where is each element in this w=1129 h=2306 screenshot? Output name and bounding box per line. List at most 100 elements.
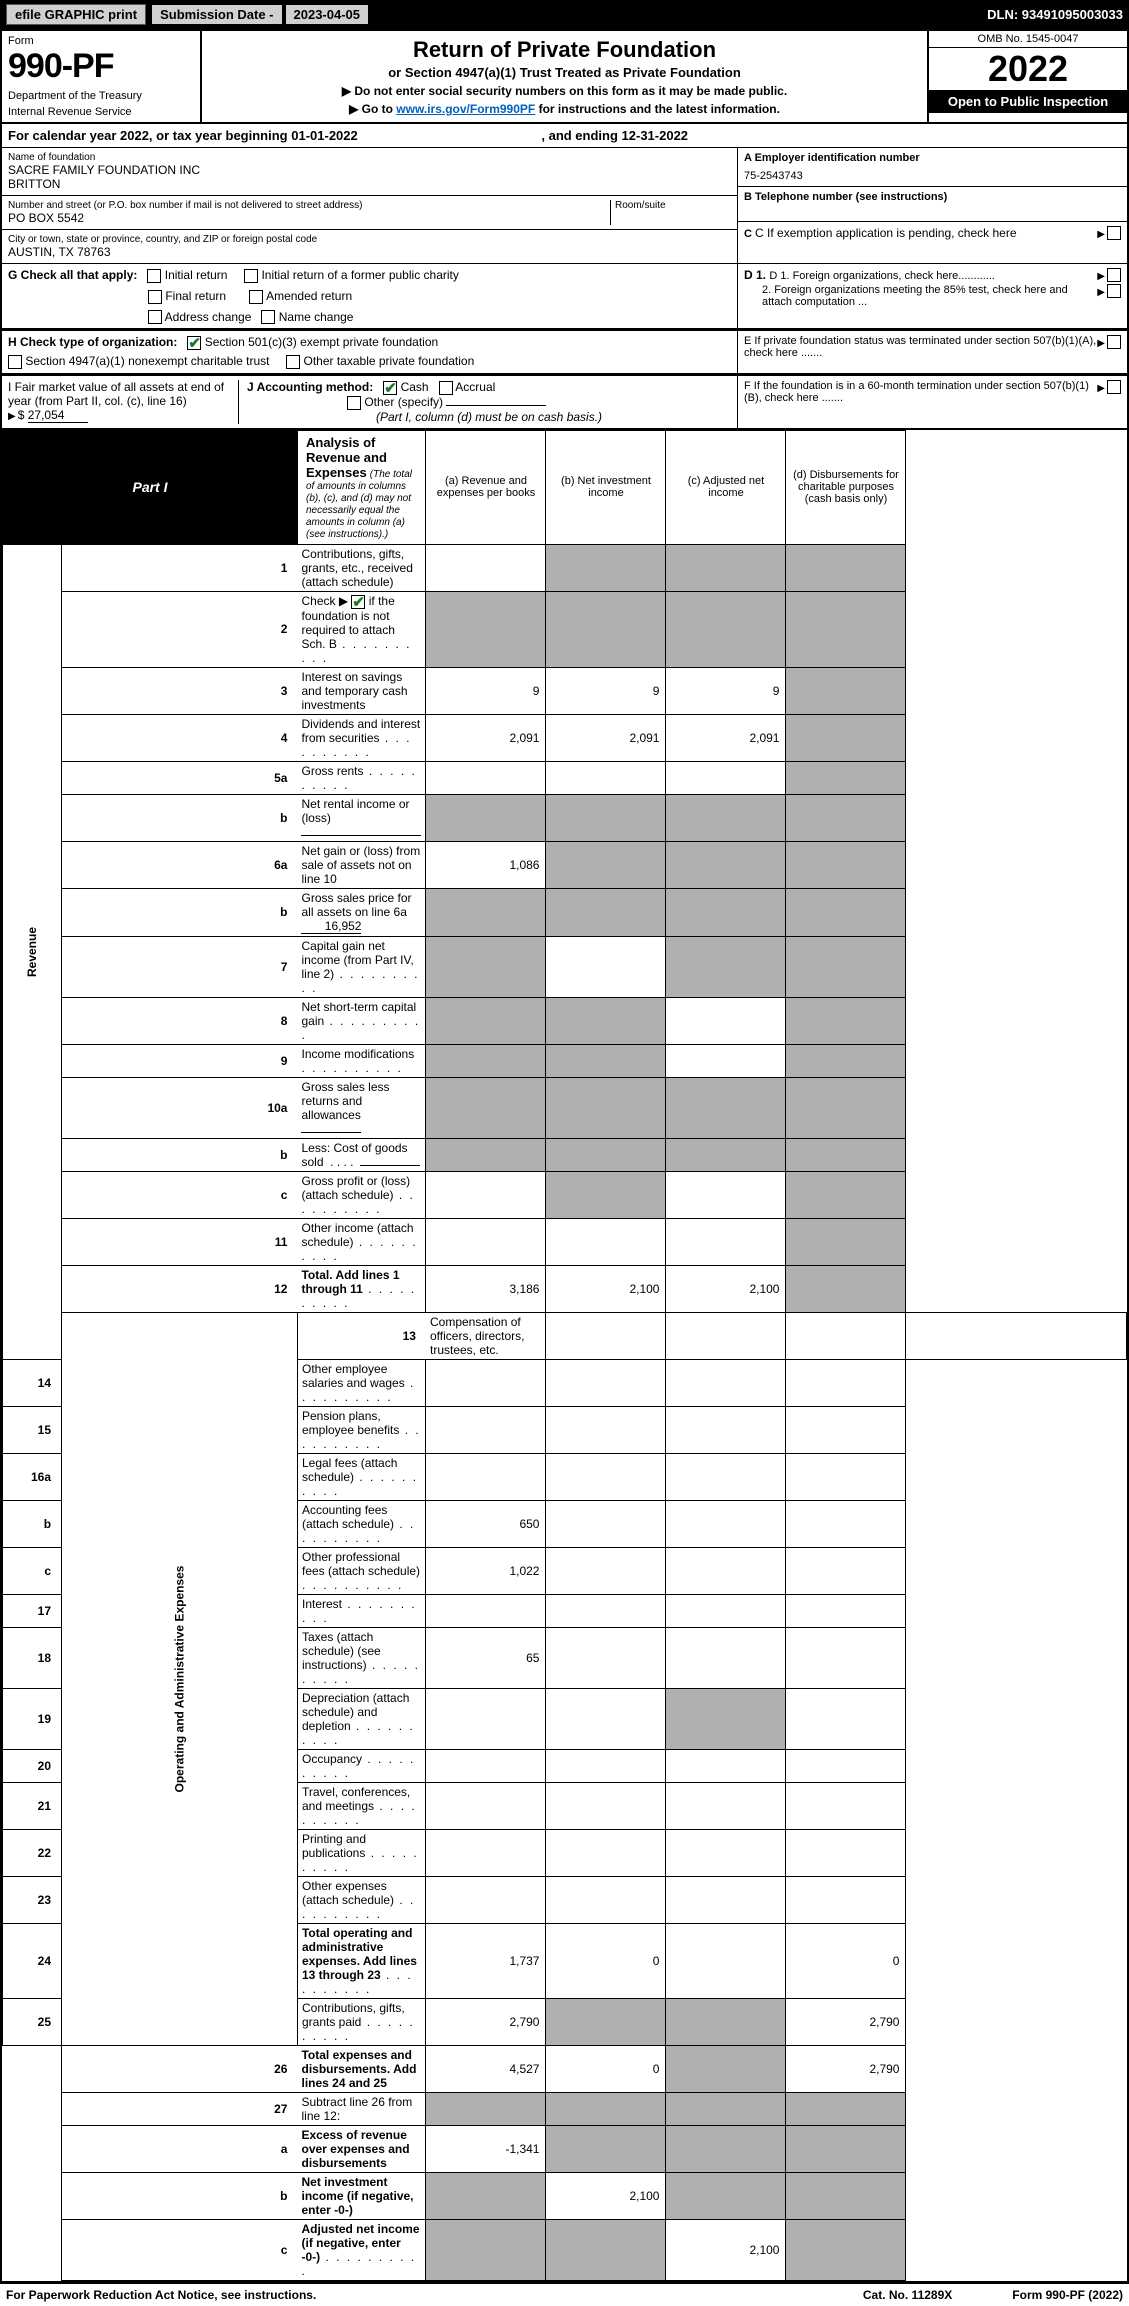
4947-chk[interactable] bbox=[8, 355, 22, 369]
ssn-note: ▶ Do not enter social security numbers o… bbox=[212, 84, 917, 98]
ein-value: 75-2543743 bbox=[744, 170, 1121, 182]
col-d-header: (d) Disbursements for charitable purpose… bbox=[786, 430, 906, 544]
foundation-name: SACRE FAMILY FOUNDATION INC bbox=[8, 163, 731, 177]
identity-row: Name of foundation SACRE FAMILY FOUNDATI… bbox=[2, 148, 1127, 264]
line-4: Dividends and interest from securities bbox=[297, 714, 426, 761]
line-7: Capital gain net income (from Part IV, l… bbox=[297, 936, 426, 997]
line-23: Other expenses (attach schedule) bbox=[297, 1876, 426, 1923]
line-19: Depreciation (attach schedule) and deple… bbox=[297, 1688, 426, 1749]
line-27a: Excess of revenue over expenses and disb… bbox=[297, 2125, 426, 2172]
address-change-chk[interactable] bbox=[148, 310, 162, 324]
form-label: Form bbox=[8, 35, 194, 47]
open-inspection: Open to Public Inspection bbox=[929, 90, 1127, 113]
irs-label: Internal Revenue Service bbox=[8, 106, 194, 118]
line-27b: Net investment income (if negative, ente… bbox=[297, 2172, 426, 2219]
j-section: J Accounting method: Cash Accrual Other … bbox=[238, 380, 731, 424]
tax-year: 2022 bbox=[929, 48, 1127, 90]
cat-number: Cat. No. 11289X bbox=[863, 2288, 952, 2302]
line-6a: Net gain or (loss) from sale of assets n… bbox=[297, 841, 426, 888]
line-8: Net short-term capital gain bbox=[297, 997, 426, 1044]
line-2: Check ▶ if the foundation is not require… bbox=[297, 591, 426, 667]
revenue-sidelabel: Revenue bbox=[3, 544, 62, 1359]
header-right: OMB No. 1545-0047 2022 Open to Public In… bbox=[927, 31, 1127, 122]
checks-row: G Check all that apply: Initial return I… bbox=[2, 264, 1127, 331]
part1-table: Part I Analysis of Revenue and Expenses … bbox=[2, 430, 1127, 2281]
name-change-chk[interactable] bbox=[261, 310, 275, 324]
initial-return-chk[interactable] bbox=[147, 269, 161, 283]
fmv-value: 27,054 bbox=[28, 408, 88, 423]
terminated-chk[interactable] bbox=[1107, 335, 1121, 349]
line-21: Travel, conferences, and meetings bbox=[297, 1782, 426, 1829]
d-section: D 1. D 1. Foreign organizations, check h… bbox=[737, 264, 1127, 329]
form990pf-link[interactable]: www.irs.gov/Form990PF bbox=[396, 102, 535, 116]
h-section: H Check type of organization: Section 50… bbox=[2, 331, 737, 374]
ein-cell: A Employer identification number 75-2543… bbox=[738, 148, 1127, 187]
form-number: 990-PF bbox=[8, 47, 194, 86]
exemption-pending-cell: C C If exemption application is pending,… bbox=[738, 222, 1127, 244]
form-footer-label: Form 990-PF (2022) bbox=[1012, 2288, 1123, 2302]
line-27c: Adjusted net income (if negative, enter … bbox=[297, 2219, 426, 2280]
phone-cell: B Telephone number (see instructions) bbox=[738, 187, 1127, 222]
foreign-org-chk[interactable] bbox=[1107, 268, 1121, 282]
street-address: PO BOX 5542 bbox=[8, 211, 606, 225]
line-22: Printing and publications bbox=[297, 1829, 426, 1876]
501c3-chk[interactable] bbox=[187, 336, 201, 350]
calendar-year-row: For calendar year 2022, or tax year begi… bbox=[2, 124, 1127, 148]
year-begin: 01-01-2022 bbox=[291, 128, 358, 143]
line-20: Occupancy bbox=[297, 1749, 426, 1782]
dept-treasury: Department of the Treasury bbox=[8, 90, 194, 102]
omb-number: OMB No. 1545-0047 bbox=[929, 31, 1127, 48]
room-suite-label: Room/suite bbox=[615, 200, 731, 211]
line-25: Contributions, gifts, grants paid bbox=[297, 1998, 426, 2045]
line-5b: Net rental income or (loss) bbox=[297, 794, 426, 841]
other-taxable-chk[interactable] bbox=[286, 355, 300, 369]
line-24: Total operating and administrative expen… bbox=[297, 1923, 426, 1998]
line-6b: Gross sales price for all assets on line… bbox=[297, 888, 426, 936]
line-10b: Less: Cost of goods sold . . . . bbox=[297, 1138, 426, 1171]
fmv-label: I Fair market value of all assets at end… bbox=[8, 380, 224, 408]
year-end: 12-31-2022 bbox=[622, 128, 689, 143]
col-a-header: (a) Revenue and expenses per books bbox=[426, 430, 546, 544]
part1-tab: Part I bbox=[3, 473, 297, 501]
cash-basis-note: (Part I, column (d) must be on cash basi… bbox=[247, 410, 731, 424]
h-row: H Check type of organization: Section 50… bbox=[2, 331, 1127, 376]
expenses-sidelabel: Operating and Administrative Expenses bbox=[62, 1312, 298, 2045]
form-title: Return of Private Foundation bbox=[212, 37, 917, 63]
amended-return-chk[interactable] bbox=[249, 290, 263, 304]
form-subtitle: or Section 4947(a)(1) Trust Treated as P… bbox=[212, 65, 917, 80]
ij-row: I Fair market value of all assets at end… bbox=[2, 376, 1127, 430]
submission-date-label: Submission Date - bbox=[152, 5, 281, 24]
schb-chk[interactable] bbox=[351, 595, 365, 609]
line-17: Interest bbox=[297, 1594, 426, 1627]
line-12: Total. Add lines 1 through 11 bbox=[297, 1265, 426, 1312]
exemption-checkbox[interactable] bbox=[1107, 226, 1121, 240]
col-b-header: (b) Net investment income bbox=[546, 430, 666, 544]
line-1: Contributions, gifts, grants, etc., rece… bbox=[297, 544, 426, 591]
60month-chk[interactable] bbox=[1107, 380, 1121, 394]
col-c-header: (c) Adjusted net income bbox=[666, 430, 786, 544]
final-return-chk[interactable] bbox=[148, 290, 162, 304]
foreign-85-chk[interactable] bbox=[1107, 284, 1121, 298]
dln-value: DLN: 93491095003033 bbox=[987, 7, 1123, 22]
line-16a: Legal fees (attach schedule) bbox=[297, 1453, 426, 1500]
city-state-zip: AUSTIN, TX 78763 bbox=[8, 245, 731, 259]
line-11: Other income (attach schedule) bbox=[297, 1218, 426, 1265]
line-15: Pension plans, employee benefits bbox=[297, 1406, 426, 1453]
cash-chk[interactable] bbox=[383, 381, 397, 395]
goto-note: ▶ Go to www.irs.gov/Form990PF for instru… bbox=[212, 102, 917, 116]
e-section: E If private foundation status was termi… bbox=[737, 331, 1127, 374]
address-cell: Number and street (or P.O. box number if… bbox=[2, 196, 737, 230]
efile-print-button[interactable]: efile GRAPHIC print bbox=[6, 4, 146, 25]
form-outer: Form 990-PF Department of the Treasury I… bbox=[0, 29, 1129, 2283]
line-3: Interest on savings and temporary cash i… bbox=[297, 667, 426, 714]
line-16b: Accounting fees (attach schedule) bbox=[297, 1500, 426, 1547]
g-section: G Check all that apply: Initial return I… bbox=[2, 264, 737, 329]
line-10c: Gross profit or (loss) (attach schedule) bbox=[297, 1171, 426, 1218]
accrual-chk[interactable] bbox=[439, 381, 453, 395]
submission-date-value: 2023-04-05 bbox=[286, 5, 369, 24]
city-cell: City or town, state or province, country… bbox=[2, 230, 737, 263]
other-method-chk[interactable] bbox=[347, 396, 361, 410]
i-section: I Fair market value of all assets at end… bbox=[2, 376, 737, 428]
line-14: Other employee salaries and wages bbox=[297, 1359, 426, 1406]
initial-former-chk[interactable] bbox=[244, 269, 258, 283]
